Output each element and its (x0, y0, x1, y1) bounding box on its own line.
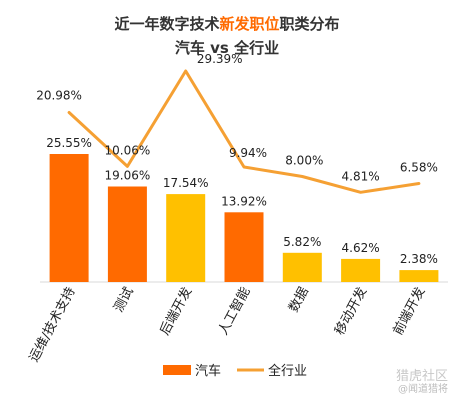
line-value-label: 9.94% (229, 146, 267, 160)
category-label: 数据 (286, 285, 311, 315)
legend: 汽车 全行业 (163, 363, 307, 379)
bar-6 (341, 258, 381, 282)
bar-value-label: 17.54% (163, 176, 209, 190)
watermark-handle: @闻道猎将 (398, 384, 448, 395)
bar-2 (107, 186, 147, 282)
line-value-label: 29.39% (197, 52, 243, 66)
chart-title-suffix: 职类分布 (280, 15, 340, 33)
chart-title-line1: 近一年数字技术新发职位职类分布 (114, 15, 339, 33)
bar-value-label: 13.92% (221, 194, 267, 208)
bar-series (49, 154, 439, 282)
line-value-label: 20.98% (36, 89, 82, 103)
line-series (67, 69, 421, 194)
line-value-label: 6.58% (400, 161, 438, 175)
chart-title-prefix: 近一年数字技术 (114, 15, 219, 33)
bar-3 (166, 194, 206, 282)
legend-label-line: 全行业 (268, 363, 307, 379)
bar-value-label: 19.06% (105, 169, 151, 183)
bar-value-labels: 25.55% 19.06% 17.54% 13.92% 5.82% 4.62% 2.38% (46, 136, 438, 266)
line-value-labels: 20.98% 10.06% 29.39% 9.94% 8.00% 4.81% 6.58% (36, 52, 438, 183)
bar-7 (399, 270, 439, 282)
category-label: 前端开发 (390, 284, 429, 337)
watermark: 猎虎社区 @闻道猎将 (396, 370, 448, 396)
category-label: 测试 (111, 285, 136, 315)
chart-title-line2: 汽车 vs 全行业 (175, 39, 279, 57)
line-value-label: 4.81% (342, 169, 380, 183)
line-value-label: 8.00% (285, 154, 323, 168)
line-value-label: 10.06% (105, 143, 151, 157)
bar-value-label: 25.55% (46, 136, 92, 150)
bar-1 (49, 154, 89, 282)
category-label: 运维/技术支持 (27, 285, 79, 365)
category-label: 后端开发 (157, 284, 196, 337)
category-label: 人工智能 (216, 285, 254, 338)
bar-value-label: 2.38% (400, 252, 438, 266)
watermark-brand: 猎虎社区 (395, 369, 448, 384)
legend-label-bar: 汽车 (195, 363, 221, 379)
category-tick-labels: 运维/技术支持 测试 后端开发 人工智能 数据 移动开发 前端开发 (27, 284, 429, 364)
bar-value-label: 5.82% (283, 235, 321, 249)
bar-value-label: 4.62% (342, 241, 380, 255)
chart-title-highlight: 新发职位 (219, 15, 279, 33)
legend-swatch-bar (163, 365, 191, 375)
category-label: 移动开发 (332, 284, 371, 337)
chart-title: 近一年数字技术新发职位职类分布 汽车 vs 全行业 (114, 15, 339, 57)
line-series-path (67, 69, 421, 194)
bar-4 (224, 212, 264, 282)
bar-5 (282, 252, 322, 282)
